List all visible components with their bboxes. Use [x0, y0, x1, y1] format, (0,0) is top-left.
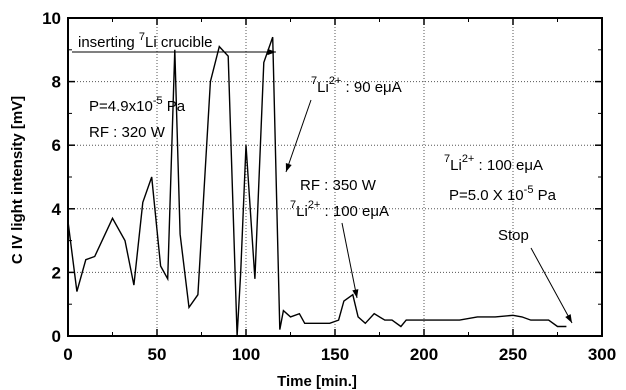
x-axis-label: Time [min.]: [277, 373, 357, 390]
y-tick-label: 4: [52, 200, 62, 219]
x-tick-label: 300: [588, 345, 616, 364]
li-100-arrow: [341, 222, 359, 299]
x-tick-label: 150: [321, 345, 349, 364]
annotation-pressure-2: P=5.0 X 10-5 Pa: [449, 184, 557, 204]
x-tick-label: 50: [148, 345, 167, 364]
stop-arrow: [530, 247, 573, 324]
x-tick-label: 0: [63, 345, 72, 364]
inserting-arrow: [72, 48, 276, 56]
x-tick-label: 200: [410, 345, 438, 364]
series-line: [67, 36, 567, 337]
annotation-stop: Stop: [498, 227, 529, 244]
grid: [68, 18, 602, 336]
x-tick-label: 250: [499, 345, 527, 364]
annotation-li-100-a: 7Li2+ : 100 eμA: [290, 199, 389, 220]
annotation-li-90: 7Li2+ : 90 eμA: [311, 75, 402, 96]
y-tick-label: 8: [52, 73, 61, 92]
annotation-rf-320: RF : 320 W: [89, 124, 166, 141]
y-axis-ticks: 0 2 4 6 8 10: [42, 9, 602, 346]
annotation-rf-350: RF : 350 W: [300, 177, 377, 194]
y-tick-label: 6: [52, 136, 61, 155]
y-tick-label: 10: [42, 9, 61, 28]
annotation-inserting: inserting 7Li crucible: [78, 31, 213, 51]
y-axis-label: C IV light intensity [mV]: [9, 96, 26, 264]
x-tick-label: 100: [232, 345, 260, 364]
annotation-li-100-b: 7Li2+ : 100 eμA: [444, 153, 543, 174]
annotation-arrows: [72, 48, 573, 324]
y-tick-label: 0: [52, 327, 61, 346]
x-axis-ticks: 0 50 100 150 200 250 300: [63, 18, 616, 364]
annotation-pressure-1: P=4.9x10-5 Pa: [89, 95, 186, 115]
li-90-arrow: [285, 99, 312, 173]
y-tick-label: 2: [52, 263, 61, 282]
